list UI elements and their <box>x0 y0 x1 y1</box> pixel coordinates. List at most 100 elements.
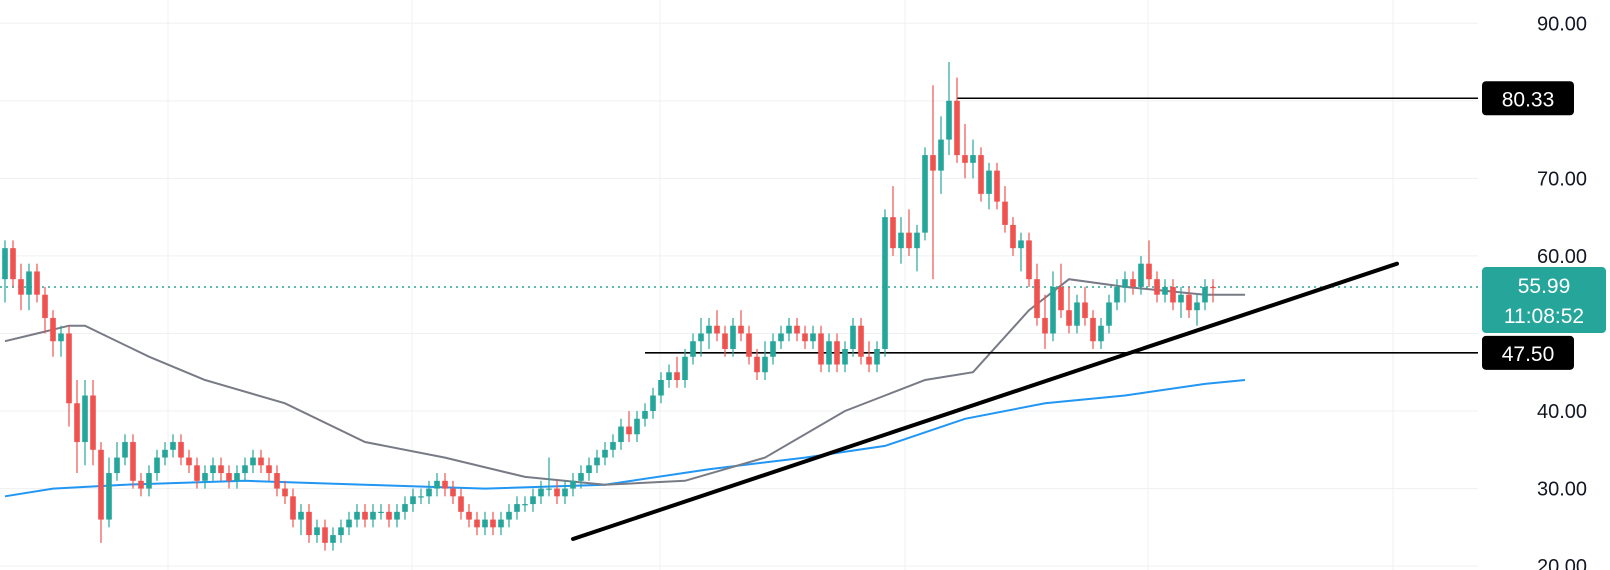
candle-body <box>722 333 728 349</box>
candle-body <box>18 279 24 295</box>
candle-body <box>826 341 832 365</box>
horizontal-levels[interactable] <box>0 97 1478 354</box>
candle-body <box>858 325 864 357</box>
candle-body <box>882 217 888 349</box>
candle <box>402 496 408 520</box>
candle <box>986 162 992 210</box>
candle <box>1114 279 1120 311</box>
candle <box>970 139 976 179</box>
candle-body <box>794 325 800 334</box>
candle <box>122 434 128 466</box>
candle <box>154 449 160 481</box>
last-price-label: 55.99 <box>1518 275 1571 298</box>
candle <box>426 480 432 505</box>
candle-body <box>554 488 560 497</box>
candle-body <box>1074 302 1080 326</box>
candle-body <box>426 488 432 497</box>
candle <box>50 310 56 357</box>
candle-body <box>1146 263 1152 280</box>
candle <box>74 380 80 474</box>
candle-body <box>866 356 872 365</box>
candle-body <box>770 341 776 357</box>
candle <box>66 325 72 427</box>
candle <box>26 263 32 311</box>
candle-body <box>442 480 448 489</box>
candle-body <box>834 341 840 365</box>
candle <box>2 240 8 303</box>
price-axis[interactable]: 90.00 70.00 60.00 40.00 30.00 20.00 <box>1537 13 1587 570</box>
candle-body <box>498 519 504 528</box>
candle-body <box>602 449 608 458</box>
candle <box>802 325 808 349</box>
candle <box>1194 294 1200 326</box>
candle <box>202 465 208 489</box>
candle <box>474 511 480 536</box>
candle-body <box>690 341 696 357</box>
candle-body <box>730 325 736 349</box>
candle <box>690 333 696 365</box>
candle <box>850 317 856 357</box>
candle-body <box>226 473 232 481</box>
candle <box>370 504 376 528</box>
candle-body <box>1202 286 1208 303</box>
candle-body <box>1018 240 1024 249</box>
price-tags: 80.33 47.50 55.99 11:08:52 <box>1482 81 1606 370</box>
price-tick-label: 20.00 <box>1537 556 1587 570</box>
candle <box>1210 279 1216 303</box>
candle-body <box>522 504 528 506</box>
trendline-group[interactable] <box>571 261 1399 541</box>
candle-body <box>642 411 648 419</box>
candle-body <box>162 449 168 458</box>
moving-average-long <box>4 379 1246 498</box>
candle-body <box>50 317 56 342</box>
candle <box>642 403 648 427</box>
candle-body <box>626 426 632 435</box>
candle <box>906 209 912 256</box>
candle <box>106 457 112 528</box>
candle <box>498 511 504 536</box>
candle-body <box>1194 302 1200 311</box>
candle <box>930 85 936 280</box>
candle <box>626 411 632 443</box>
candle-body <box>1138 263 1144 287</box>
candle <box>210 457 216 481</box>
candle <box>1202 279 1208 311</box>
candle-body <box>506 511 512 520</box>
trendline[interactable] <box>571 261 1399 541</box>
candle <box>858 317 864 365</box>
candle <box>602 442 608 466</box>
candle-body <box>546 488 552 490</box>
candle <box>946 62 952 156</box>
candle-body <box>1034 279 1040 318</box>
candle <box>890 186 896 256</box>
candle <box>1106 294 1112 334</box>
candle-body <box>394 511 400 520</box>
candle <box>442 473 448 497</box>
candle <box>1122 271 1128 303</box>
price-tick-label: 30.00 <box>1537 479 1587 501</box>
candle <box>1154 271 1160 303</box>
candle <box>258 449 264 474</box>
candle <box>306 504 312 543</box>
candle <box>794 317 800 342</box>
candle <box>714 310 720 342</box>
candle <box>1042 294 1048 349</box>
candle <box>146 465 152 497</box>
candle <box>1098 317 1104 349</box>
candle <box>434 473 440 497</box>
candle-body <box>850 325 856 349</box>
candle <box>378 504 384 520</box>
candle-body <box>322 527 328 543</box>
candle-body <box>314 527 320 536</box>
candle-body <box>258 457 264 466</box>
candle-body <box>1010 224 1016 249</box>
candle-body <box>930 155 936 171</box>
candle-body <box>970 155 976 163</box>
candle-body <box>250 457 256 466</box>
candle <box>386 504 392 528</box>
candle <box>1026 232 1032 287</box>
candle-body <box>410 496 416 505</box>
price-tick-label: 40.00 <box>1537 401 1587 423</box>
